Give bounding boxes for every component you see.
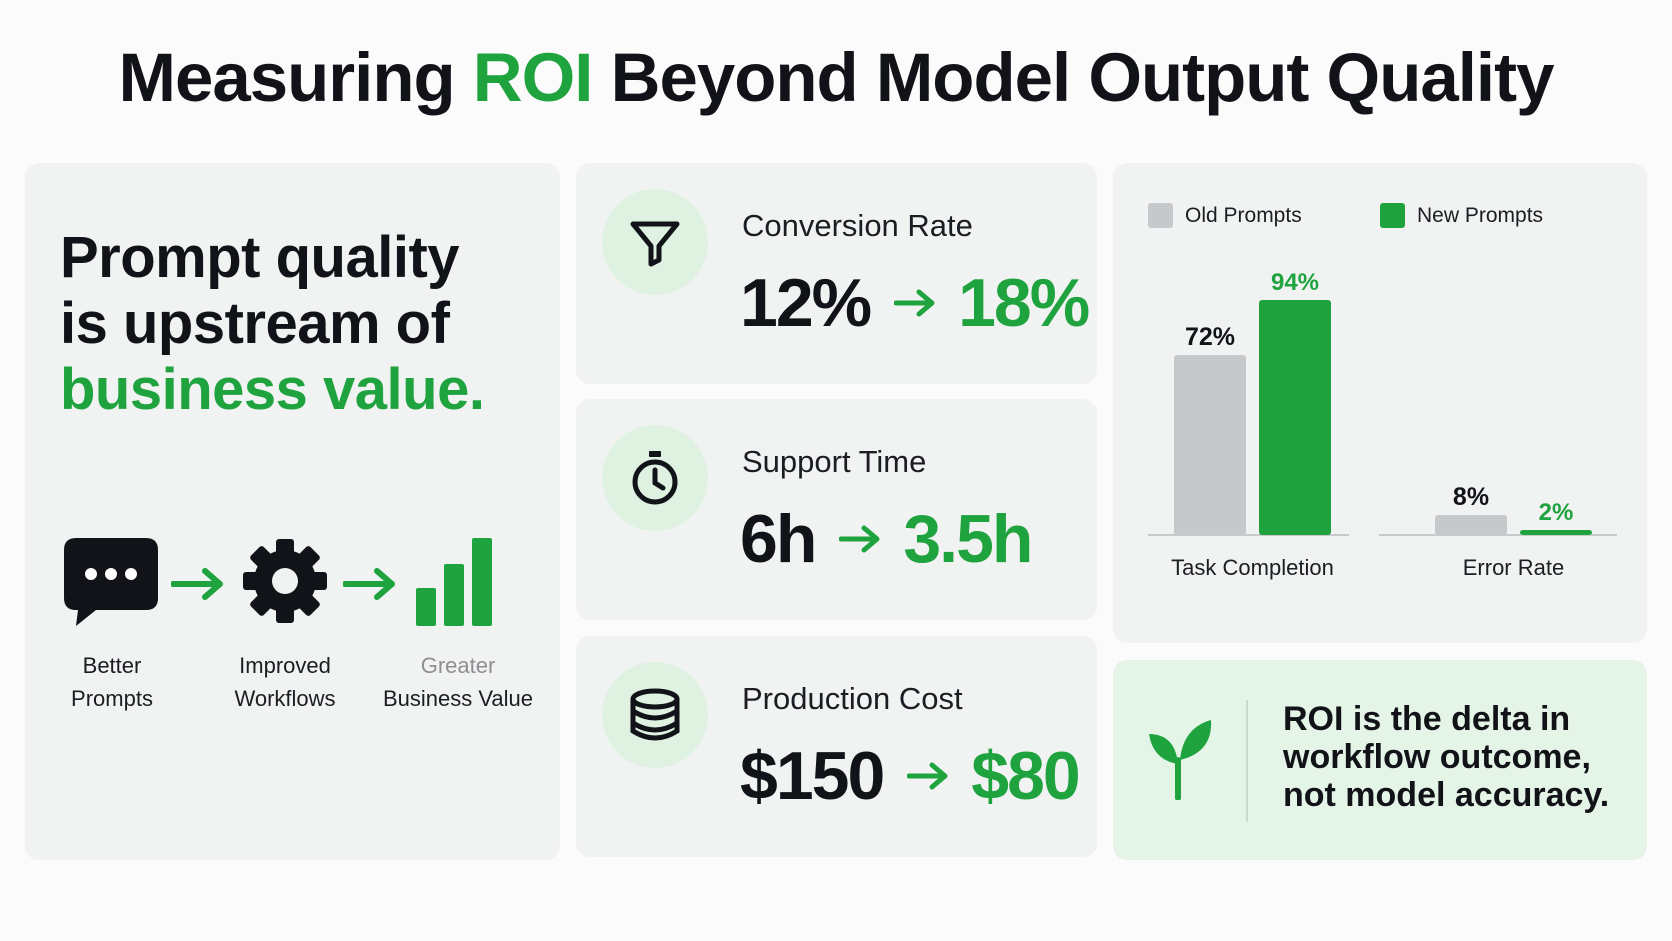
chat-bubble-icon (64, 538, 158, 626)
flow-label-line: Better (82, 653, 142, 678)
metric-new-value: 3.5h (903, 501, 1033, 577)
metric-new-value: $80 (971, 738, 1080, 814)
flow-label-better-prompts: Better Prompts (27, 649, 197, 715)
roi-line-3: not model accuracy. (1283, 776, 1610, 814)
comparison-chart-card: Old Prompts New Prompts 72% 94% Task Compl… (1113, 163, 1647, 643)
roi-divider (1246, 700, 1248, 822)
roi-line-1: ROI is the delta in (1283, 700, 1571, 738)
flow-label-line: Greater (420, 653, 496, 678)
headline-line-2: is upstream of (60, 291, 450, 356)
stopwatch-icon (632, 451, 678, 505)
category-label: Task Completion (1171, 555, 1334, 580)
funnel-icon (630, 221, 680, 267)
metric-label: Production Cost (742, 681, 963, 716)
roi-statement: ROI is the delta in workflow outcome, no… (1283, 700, 1609, 814)
roi-line-2: workflow outcome, (1283, 738, 1591, 776)
title-accent: ROI (472, 39, 594, 116)
value-chain-card: Prompt quality is upstream of business v… (25, 163, 560, 860)
bar-new-1 (1520, 530, 1592, 535)
metric-new-value: 18% (958, 265, 1090, 341)
metric-icon-circle (602, 189, 708, 295)
metric-old-value: 6h (740, 501, 817, 577)
metric-label: Conversion Rate (742, 208, 973, 243)
title-part1: Measuring (118, 39, 473, 116)
roi-callout: ROI is the delta in workflow outcome, no… (1113, 660, 1647, 860)
arrow-right-icon (894, 289, 935, 317)
flow-label-business-value: Greater Business Value (373, 649, 543, 715)
legend-swatch-old (1148, 203, 1173, 228)
flow-label-line: Prompts (71, 686, 153, 711)
bar-old-0 (1174, 355, 1246, 535)
data-label: 94% (1271, 269, 1319, 296)
metric-icon-circle (602, 662, 708, 768)
bar-chart: 72% 94% Task Completion 8% 2% Error Rate (1148, 269, 1617, 580)
legend-item-new: New Prompts (1380, 203, 1543, 228)
flow-label-improved-workflows: Improved Workflows (200, 649, 370, 715)
metric-old-value: 12% (740, 265, 872, 341)
metric-icon-circle (602, 425, 708, 531)
legend-swatch-new (1380, 203, 1405, 228)
coins-stack-icon (630, 688, 680, 741)
flow-label-line: Improved (239, 653, 331, 678)
headline-line-3: business value. (60, 357, 485, 422)
metric-card-support-time: Support Time 6h 3.5h (576, 399, 1097, 620)
bar-old-1 (1435, 515, 1507, 535)
headline: Prompt quality is upstream of business v… (60, 225, 485, 423)
metric-card-production-cost: Production Cost $150 $80 (576, 636, 1097, 857)
leaf-icon (1149, 720, 1212, 800)
bar-new-0 (1259, 300, 1331, 535)
metric-label: Support Time (742, 444, 927, 479)
bar-chart-icon (416, 538, 492, 626)
arrow-right-icon (907, 762, 948, 790)
page-title: Measuring ROI Beyond Model Output Qualit… (0, 38, 1672, 117)
category-label: Error Rate (1463, 555, 1564, 580)
arrow-right-icon (839, 525, 880, 553)
legend-label-old: Old Prompts (1185, 203, 1302, 227)
flow-label-line: Business Value (382, 686, 533, 711)
metric-values: 12% 18% (740, 263, 1090, 343)
metric-values: $150 $80 (740, 736, 1081, 816)
flow-arrow-1 (171, 568, 223, 600)
flow-label-line: Workflows (234, 686, 336, 711)
data-label: 2% (1539, 499, 1574, 526)
legend-item-old: Old Prompts (1148, 203, 1302, 228)
headline-line-1: Prompt quality (60, 225, 460, 290)
metric-values: 6h 3.5h (740, 499, 1033, 579)
title-part2: Beyond Model Output Quality (592, 39, 1555, 116)
legend-label-new: New Prompts (1417, 203, 1544, 227)
flow-arrow-2 (343, 568, 395, 600)
gear-icon (243, 539, 327, 623)
metric-card-conversion: Conversion Rate 12% 18% (576, 163, 1097, 384)
data-label: 72% (1185, 323, 1235, 351)
metric-old-value: $150 (740, 738, 885, 814)
data-label: 8% (1453, 483, 1489, 511)
